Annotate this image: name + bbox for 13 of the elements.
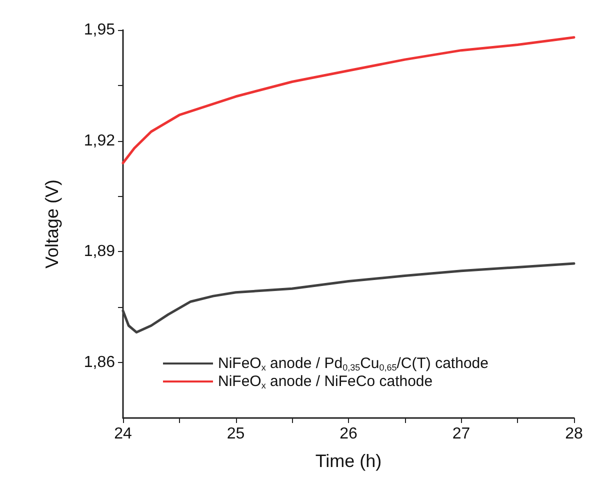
y-tick-label: 1,89 bbox=[84, 243, 116, 260]
x-axis-title: Time (h) bbox=[315, 451, 382, 471]
line-series bbox=[122, 36, 576, 164]
y-axis-title: Voltage (V) bbox=[42, 179, 62, 269]
x-tick-label: 26 bbox=[340, 426, 358, 442]
x-tick-label: 27 bbox=[452, 426, 470, 442]
line-series bbox=[122, 262, 576, 334]
x-tick-label: 25 bbox=[226, 426, 245, 442]
y-tick-label: 1,86 bbox=[84, 354, 116, 372]
x-tick-label: 28 bbox=[565, 426, 583, 442]
x-tick-label: 24 bbox=[114, 426, 132, 442]
y-tick-label: 1,92 bbox=[84, 132, 116, 150]
y-tick-label: 1,95 bbox=[84, 22, 116, 38]
